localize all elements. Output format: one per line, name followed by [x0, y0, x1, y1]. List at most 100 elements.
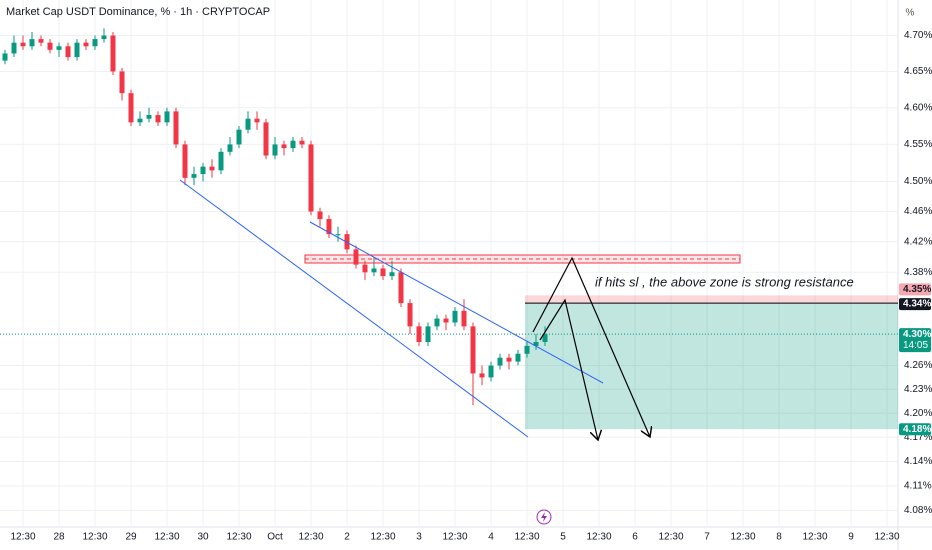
candle-body: [380, 268, 386, 277]
candle-body: [218, 151, 224, 171]
x-tick-label: 9: [848, 532, 854, 543]
candle-body: [461, 310, 467, 327]
candle-body: [416, 326, 422, 342]
y-tick-label: 4.46%: [904, 206, 932, 217]
x-tick-label: Oct: [267, 532, 283, 543]
x-tick-label: 12:30: [154, 532, 179, 543]
price-label-box: [899, 423, 931, 436]
candle-body: [110, 35, 116, 72]
candle-body: [182, 144, 188, 178]
x-tick-label: 12:30: [730, 532, 755, 543]
event-icon-bolt: [541, 512, 547, 522]
candle-body: [515, 353, 521, 362]
candle-body: [290, 140, 296, 149]
candle-body: [371, 268, 377, 273]
y-tick-label: 4.38%: [904, 267, 932, 278]
y-tick-label: 4.65%: [904, 66, 932, 77]
price-label: 4.18%: [903, 424, 931, 435]
y-tick-label: 4.42%: [904, 236, 932, 247]
candle-body: [272, 144, 278, 156]
y-tick-label: 4.60%: [904, 102, 932, 113]
candle-body: [542, 334, 548, 342]
candle-body: [533, 341, 539, 346]
x-tick-label: 2: [344, 532, 350, 543]
x-tick-label: 7: [704, 532, 710, 543]
candle-body: [146, 115, 152, 119]
x-tick-label: 3: [416, 532, 422, 543]
x-tick-label: 12:30: [658, 532, 683, 543]
x-tick-label: 12:30: [442, 532, 467, 543]
price-label-box: [899, 328, 931, 353]
candle-body: [308, 144, 314, 212]
candle-body: [2, 53, 8, 61]
candle-body: [353, 249, 359, 265]
candle-body: [20, 42, 26, 47]
price-label: 4.35%: [903, 284, 931, 295]
position-layer: [525, 295, 898, 430]
x-tick-label: 12:30: [370, 532, 395, 543]
price-label: 4.30%: [903, 329, 931, 340]
candle-body: [407, 303, 413, 327]
candles-layer: [2, 28, 548, 406]
y-tick-label: 4.17%: [904, 432, 932, 443]
candle-body: [92, 39, 98, 47]
candle-body: [254, 118, 260, 123]
x-tick-label: 8: [776, 532, 782, 543]
channel-lower: [179, 179, 529, 438]
target-zone: [525, 303, 898, 430]
chart-title: Market Cap USDT Dominance, % · 1h · CRYP…: [6, 6, 270, 18]
candle-body: [326, 219, 332, 235]
y-tick-label: 4.70%: [904, 30, 932, 41]
x-tick-label: 6: [632, 532, 638, 543]
candle-body: [470, 326, 476, 374]
candle-body: [335, 234, 341, 236]
drawings: [179, 179, 898, 525]
candle-body: [101, 35, 107, 40]
candle-body: [488, 365, 494, 378]
arrow-path: [532, 256, 650, 437]
candle-body: [506, 357, 512, 362]
y-tick-label: 4.11%: [904, 481, 932, 492]
x-tick-label: 12:30: [226, 532, 251, 543]
candle-body: [128, 93, 134, 123]
candle-body: [452, 310, 458, 323]
candle-body: [173, 111, 179, 145]
candle-body: [200, 166, 206, 175]
price-label-box: [899, 283, 931, 296]
candle-body: [263, 122, 269, 156]
candle-body: [434, 318, 440, 327]
unit-label: %: [906, 8, 915, 19]
candle-body: [38, 39, 44, 43]
candle-body: [524, 345, 530, 354]
candle-body: [209, 166, 215, 171]
x-tick-label: 12:30: [802, 532, 827, 543]
x-tick-label: 5: [560, 532, 566, 543]
x-tick-label: 4: [488, 532, 494, 543]
y-tick-label: 4.55%: [904, 139, 932, 150]
price-label-box: [899, 298, 931, 311]
labels-layer: 4.70% 4.65% 4.60% 4.55% 4.50% 4.46% 4.42% 4.38%…: [10, 30, 932, 542]
y-tick-label: 4.26%: [904, 360, 932, 371]
countdown-label: 14:05: [903, 340, 928, 351]
x-tick-label: 12:30: [82, 532, 107, 543]
arrow-path: [539, 298, 598, 440]
candle-body: [11, 42, 17, 54]
x-tick-label: 12:30: [298, 532, 323, 543]
y-tick-label: 4.14%: [904, 456, 932, 467]
candle-body: [245, 118, 251, 130]
candle-body: [389, 272, 395, 277]
candle-body: [47, 42, 53, 50]
channel-upper: [309, 221, 604, 384]
candle-body: [119, 71, 125, 94]
y-tick-label: 4.08%: [904, 505, 932, 516]
x-tick-label: 12:30: [874, 532, 899, 543]
candle-body: [137, 118, 143, 123]
x-tick-label: 12:30: [514, 532, 539, 543]
candle-body: [479, 373, 485, 378]
annotation: if hits sl , the above zone is strong re…: [595, 274, 854, 289]
candle-body: [497, 357, 503, 366]
candle-body: [74, 42, 80, 58]
y-tick-label: 4.23%: [904, 384, 932, 395]
candle-body: [164, 111, 170, 123]
